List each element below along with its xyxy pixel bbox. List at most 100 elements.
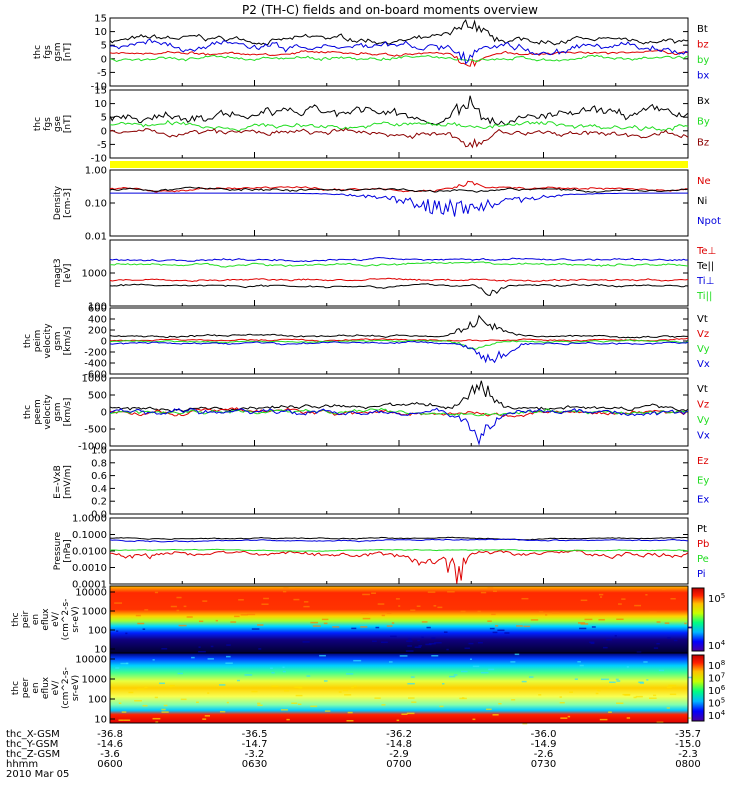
- spectrogram-pixel: [391, 622, 395, 624]
- spectrogram-pixel: [240, 614, 248, 616]
- spectrogram-pixel: [362, 617, 371, 620]
- spectrogram-pixel: [324, 710, 331, 712]
- spectrogram-pixel: [616, 618, 624, 621]
- y-tick-label: 1.0: [91, 446, 107, 457]
- spectrogram-pixel: [282, 670, 286, 673]
- ephemeris-label: thc_Y-GSM: [6, 739, 58, 750]
- spectrogram-pixel: [669, 693, 677, 696]
- spectrogram-pixel: [649, 611, 657, 614]
- spectrogram-pixel: [323, 622, 328, 625]
- spectrogram-pixel: [257, 702, 261, 705]
- spectrogram-pixel: [460, 610, 466, 613]
- colorbar-tick-label: 105: [708, 592, 725, 605]
- series-temperature-2: [109, 256, 689, 263]
- legend-peim-velocity-2: Vy: [697, 344, 710, 355]
- spectrogram-pixel: [486, 708, 492, 711]
- spectrogram-pixel: [238, 599, 244, 601]
- y-tick-label: 1000: [82, 374, 107, 385]
- spectrogram-pixel: [386, 612, 392, 614]
- spectrogram-pixel: [601, 678, 609, 681]
- spectrogram-pixel: [618, 603, 622, 605]
- spectrogram-pixel: [293, 598, 300, 601]
- spectrogram-pixel: [687, 676, 692, 679]
- y-axis-label: eflux: [41, 676, 51, 699]
- y-tick-label: 0: [101, 54, 107, 65]
- plot-title: P2 (TH-C) fields and on-board moments ov…: [242, 3, 538, 17]
- y-tick-label: 0.8: [91, 458, 107, 469]
- spectrogram-pixel: [360, 612, 369, 614]
- spectrogram-pixel: [446, 648, 449, 651]
- panel-peem-velocity: 1000 500 0 -500 -1000 thc peem velocity gsm [km/s…: [23, 374, 710, 453]
- spectrogram-pixel: [142, 628, 146, 630]
- legend-efield-0: Ez: [697, 456, 709, 467]
- y-axis-label: (cm^2-s-: [61, 667, 71, 709]
- spectrogram-pixel: [441, 683, 445, 685]
- spectrogram-y-tick-label: 1000: [82, 675, 107, 686]
- ephemeris-value: -15.0: [675, 739, 701, 750]
- spectrogram-pixel: [421, 621, 428, 623]
- spectrogram-pixel: [608, 711, 612, 713]
- spectrogram-pixel: [464, 647, 470, 649]
- spectrogram-pixel: [673, 639, 678, 642]
- legend-efield-1: Ey: [697, 475, 709, 486]
- spectrogram-pixel: [649, 697, 657, 699]
- spectrogram-pixel: [515, 625, 523, 627]
- spectrogram-pixel: [567, 715, 571, 718]
- spectrogram-pixel: [347, 711, 353, 714]
- ephemeris-label: thc_Z-GSM: [6, 749, 60, 760]
- spectrogram-pixel: [584, 618, 593, 621]
- colorbar-tick-label: 106: [708, 684, 726, 697]
- spectrogram-pixel: [416, 605, 421, 607]
- y-tick-label: 400: [88, 315, 107, 326]
- spectrogram-pixel: [381, 614, 385, 617]
- spectrogram-pixel: [653, 694, 657, 697]
- spectrogram-pixel: [283, 587, 289, 589]
- spectrogram-pixel: [186, 616, 193, 618]
- spectrogram-pixel: [599, 718, 608, 721]
- spectrogram-pixel: [583, 611, 588, 614]
- legend-peim-velocity-3: Vx: [697, 359, 710, 370]
- spectrogram-pixel: [418, 645, 423, 647]
- y-axis-label: gsm: [53, 331, 63, 350]
- x-tick-label: 0800: [675, 759, 700, 770]
- spectrogram-pixel: [120, 662, 129, 665]
- spectrogram-pixel: [449, 675, 456, 678]
- spectrogram-pixel: [480, 671, 489, 674]
- spectrogram-pixel: [128, 691, 134, 694]
- y-tick-label: -400: [84, 359, 107, 370]
- y-axis-label: fgs: [43, 45, 53, 59]
- series-density-0: [109, 180, 689, 193]
- spectrogram-pixel: [616, 680, 621, 682]
- spectrogram-pixel: [297, 703, 302, 706]
- spectrogram-pixel: [658, 669, 665, 672]
- spectrogram-pixel: [236, 679, 240, 682]
- spectrogram-pixel: [408, 697, 415, 699]
- spectrogram-pixel: [472, 718, 476, 721]
- panel-density: 1.00 0.10 0.01 Density [cm-3] Ne Ni Npot: [53, 166, 721, 243]
- spectrogram-pixel: [624, 694, 631, 696]
- y-tick-label: -5: [97, 68, 107, 79]
- spectrogram-pixel: [170, 605, 177, 608]
- y-axis-label: (cm^2-s-: [61, 599, 71, 641]
- y-axis-label: thc: [11, 612, 21, 626]
- spectrogram-pixel: [169, 685, 173, 688]
- y-tick-label: 0.1000: [72, 530, 107, 541]
- y-axis-label: eflux: [41, 608, 51, 631]
- y-tick-label: -200: [84, 348, 107, 359]
- y-tick-label: 0: [101, 337, 107, 348]
- y-axis-label: peer: [21, 677, 31, 698]
- spectrogram-pixel: [159, 682, 165, 685]
- spectrogram-pixel: [528, 676, 534, 678]
- spectrogram-pixel: [152, 659, 155, 661]
- spectrogram-pixel: [578, 622, 586, 624]
- spectrogram-pixel: [135, 614, 141, 617]
- spectrogram-pixel: [196, 701, 199, 704]
- spectrogram-pixel: [469, 658, 473, 661]
- spectrogram-pixel: [395, 598, 400, 600]
- spectrogram-pixel: [684, 622, 687, 625]
- spectrogram-pixel: [380, 641, 388, 644]
- spectrogram-pixel: [198, 646, 201, 648]
- spectrogram-pixel: [523, 625, 531, 628]
- spectrogram-pixel: [551, 611, 560, 614]
